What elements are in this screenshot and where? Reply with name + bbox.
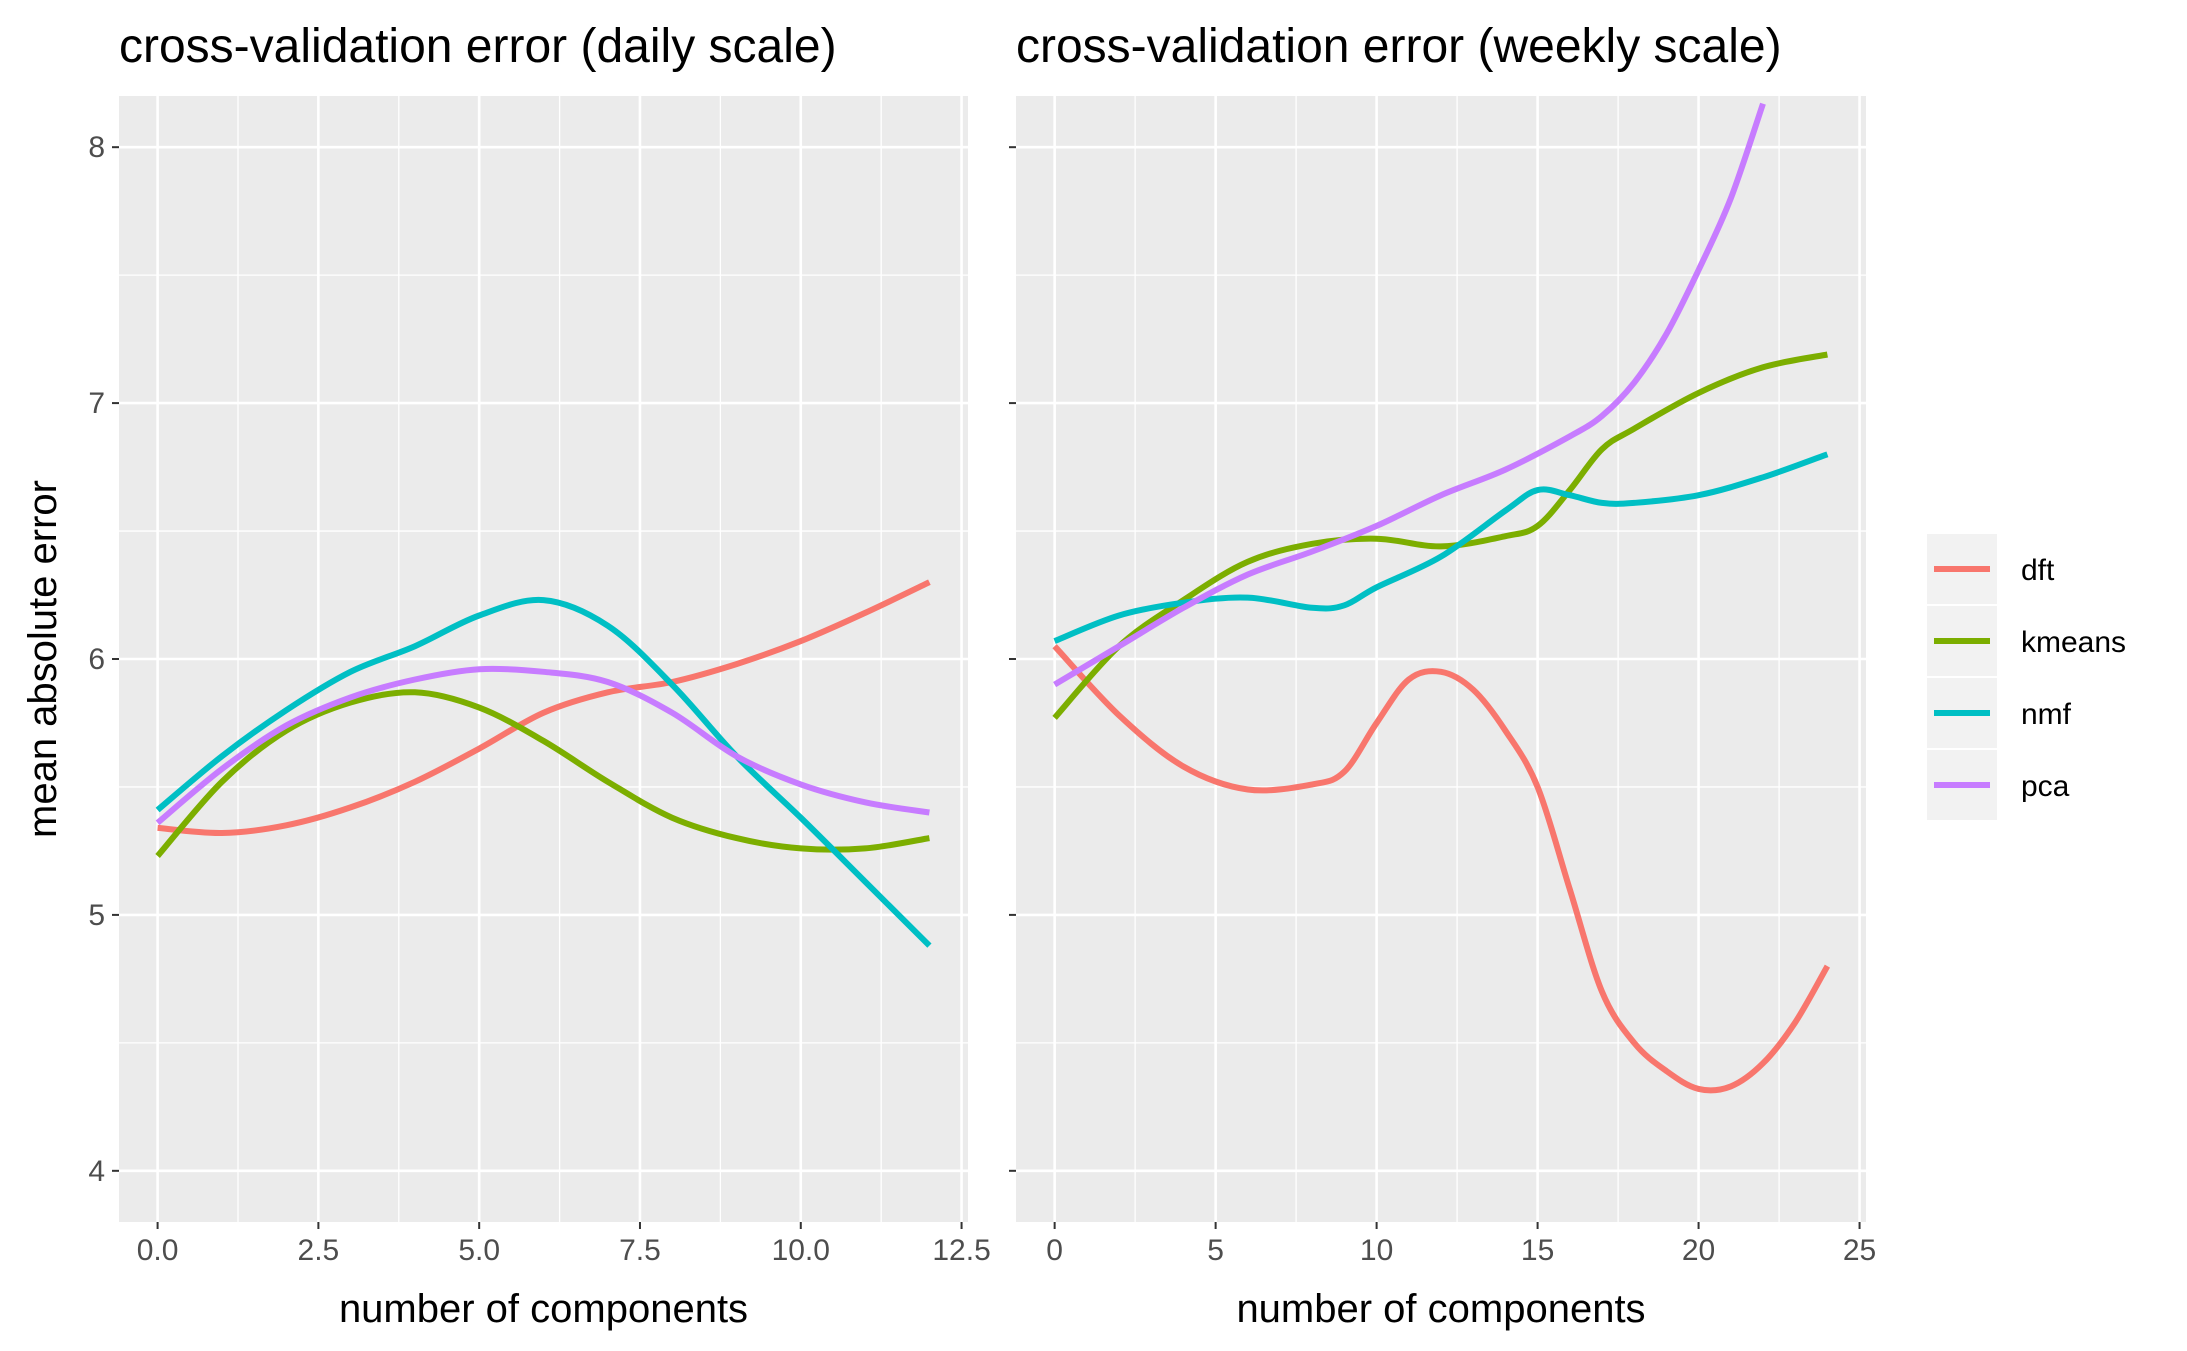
- y-tick-label: 4: [88, 1155, 105, 1188]
- legend-label: kmeans: [2021, 626, 2126, 659]
- y-axis-title: mean absolute error: [21, 480, 65, 838]
- legend-label: dft: [2021, 554, 2055, 587]
- x-tick-label: 0: [1046, 1234, 1063, 1267]
- y-tick-label: 8: [88, 131, 105, 164]
- series-line-pca: [155, 665, 930, 826]
- series-line-dft: [1052, 644, 1831, 1094]
- panel-2: 0 5 10 15 20 25 cross-validation error (weekly…: [1009, 20, 1876, 1331]
- y-tick-label: 7: [88, 387, 105, 420]
- x-tick-label: 7.5: [619, 1234, 661, 1267]
- legend-entry-dft: dft: [1927, 534, 2055, 604]
- x-tick-label: 15: [1521, 1234, 1554, 1267]
- series-lines: [155, 579, 932, 948]
- panel-title: cross-validation error (weekly scale): [1016, 20, 1782, 73]
- series-line-dft: [157, 579, 931, 837]
- series-line-kmeans: [155, 689, 930, 858]
- x-tick-label: 20: [1682, 1234, 1715, 1267]
- legend-label: pca: [2021, 770, 2070, 803]
- panel-1: 0.0 2.5 5.0 7.5 10.0 12.5 4 5 6 7 8 cross-validatio…: [88, 20, 990, 1331]
- series-lines: [1052, 102, 1831, 1094]
- series-line-nmf: [155, 596, 932, 948]
- y-tick-label: 5: [88, 899, 105, 932]
- x-axis-title: number of components: [1236, 1287, 1645, 1331]
- x-tick-label: 0.0: [137, 1234, 179, 1267]
- legend: dft kmeans nmf pca: [1927, 534, 2126, 820]
- y-tick-label: 6: [88, 643, 105, 676]
- panel-title: cross-validation error (daily scale): [119, 20, 837, 73]
- legend-entry-pca: pca: [1927, 750, 2070, 820]
- series-line-nmf: [1053, 451, 1829, 644]
- x-tick-label: 5.0: [458, 1234, 500, 1267]
- x-axis-title: number of components: [339, 1287, 748, 1331]
- legend-label: nmf: [2021, 698, 2072, 731]
- x-tick-label: 12.5: [932, 1234, 990, 1267]
- legend-entry-kmeans: kmeans: [1927, 606, 2126, 676]
- x-tick-label: 5: [1207, 1234, 1224, 1267]
- x-tick-label: 2.5: [298, 1234, 340, 1267]
- x-tick-label: 10: [1360, 1234, 1393, 1267]
- series-line-kmeans: [1052, 351, 1828, 720]
- series-line-pca: [1053, 102, 1766, 688]
- legend-entry-nmf: nmf: [1927, 678, 2072, 748]
- x-tick-label: 10.0: [772, 1234, 830, 1267]
- x-tick-label: 25: [1843, 1234, 1876, 1267]
